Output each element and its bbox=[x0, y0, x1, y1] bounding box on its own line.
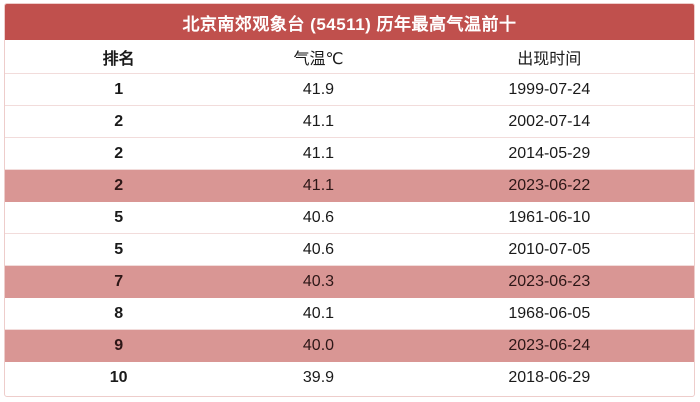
column-header-date: 出现时间 bbox=[517, 50, 582, 68]
temp-cell: 41.1 bbox=[302, 144, 335, 162]
rank-cell: 5 bbox=[114, 240, 124, 258]
table-header-row: 排名 气温℃ 出现时间 bbox=[5, 40, 694, 74]
table-row: 2 41.1 2014-05-29 bbox=[5, 138, 694, 170]
table-row: 7 40.3 2023-06-23 bbox=[5, 266, 694, 298]
temp-cell: 41.9 bbox=[302, 80, 335, 98]
table-row: 2 41.1 2023-06-22 bbox=[5, 170, 694, 202]
rank-cell: 7 bbox=[114, 272, 124, 290]
rank-cell: 9 bbox=[114, 336, 124, 354]
table-row: 5 40.6 2010-07-05 bbox=[5, 234, 694, 266]
date-cell: 2023-06-22 bbox=[508, 176, 591, 194]
temp-cell: 40.6 bbox=[302, 240, 335, 258]
temp-cell: 40.3 bbox=[302, 272, 335, 290]
table-row: 5 40.6 1961-06-10 bbox=[5, 202, 694, 234]
table-title: 北京南郊观象台 (54511) 历年最高气温前十 bbox=[182, 14, 517, 34]
temp-cell: 40.1 bbox=[302, 304, 335, 322]
temperature-records-table: 北京南郊观象台 (54511) 历年最高气温前十 排名 气温℃ 出现时间 1 4… bbox=[4, 3, 695, 397]
rank-cell: 2 bbox=[114, 112, 124, 130]
table-body: 1 41.9 1999-07-24 2 41.1 2002-07-14 2 41… bbox=[5, 74, 694, 394]
rank-cell: 2 bbox=[114, 144, 124, 162]
date-cell: 2002-07-14 bbox=[508, 112, 591, 130]
date-cell: 2023-06-23 bbox=[508, 272, 591, 290]
table-row: 8 40.1 1968-06-05 bbox=[5, 298, 694, 330]
date-cell: 2014-05-29 bbox=[508, 144, 591, 162]
column-header-rank: 排名 bbox=[102, 50, 135, 68]
table-row: 1 41.9 1999-07-24 bbox=[5, 74, 694, 106]
rank-cell: 8 bbox=[114, 304, 124, 322]
date-cell: 1968-06-05 bbox=[508, 304, 591, 322]
temp-cell: 40.0 bbox=[302, 336, 335, 354]
rank-cell: 2 bbox=[114, 176, 124, 194]
temp-cell: 39.9 bbox=[302, 369, 335, 386]
temp-cell: 40.6 bbox=[302, 208, 335, 226]
table-row: 10 39.9 2018-06-29 bbox=[5, 362, 694, 394]
date-cell: 1999-07-24 bbox=[508, 80, 591, 98]
date-cell: 2018-06-29 bbox=[508, 369, 591, 386]
date-cell: 2023-06-24 bbox=[508, 336, 591, 354]
date-cell: 1961-06-10 bbox=[508, 208, 591, 226]
column-header-temperature: 气温℃ bbox=[293, 50, 344, 68]
date-cell: 2010-07-05 bbox=[508, 240, 591, 258]
table-title-bar: 北京南郊观象台 (54511) 历年最高气温前十 bbox=[5, 4, 694, 40]
table-row: 2 41.1 2002-07-14 bbox=[5, 106, 694, 138]
temp-cell: 41.1 bbox=[302, 176, 335, 194]
rank-cell: 1 bbox=[114, 80, 124, 98]
rank-cell: 10 bbox=[109, 369, 128, 386]
rank-cell: 5 bbox=[114, 208, 124, 226]
table-row: 9 40.0 2023-06-24 bbox=[5, 330, 694, 362]
temp-cell: 41.1 bbox=[302, 112, 335, 130]
